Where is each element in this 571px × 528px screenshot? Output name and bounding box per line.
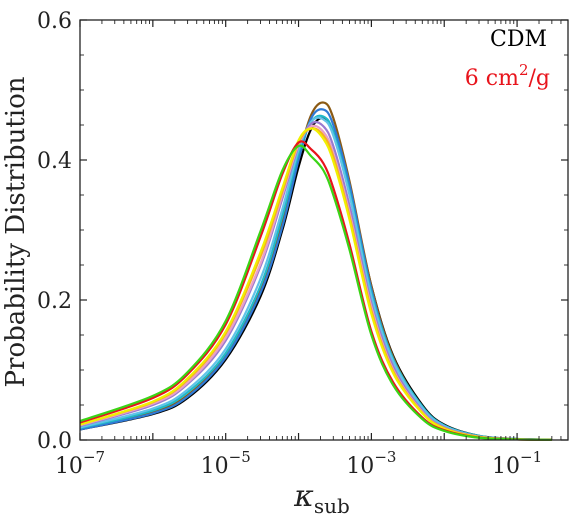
series-line-9: [79, 127, 552, 441]
series-line-11: [79, 144, 552, 441]
x-tick-label-base: 10: [55, 454, 83, 479]
series-line-10: [79, 140, 552, 441]
legend-entry-cdm: CDM: [490, 27, 547, 52]
legend-entry-6cm2g-main: 6 cm: [465, 66, 519, 91]
x-tick-label-base: 10: [201, 454, 229, 479]
series-line-8: [79, 127, 552, 441]
legend: CDM 6 cm2/g: [465, 27, 550, 91]
series-line-5: [79, 116, 552, 441]
y-axis-label: Probability Distribution: [1, 76, 31, 387]
x-tick-label: 10−5: [201, 448, 251, 479]
x-tick-label-exp: −1: [520, 448, 542, 466]
x-tick-label: 10−7: [55, 448, 105, 479]
series-line-1: [79, 116, 552, 441]
y-tick-label: 0.6: [37, 9, 72, 34]
x-tick-label-exp: −3: [374, 448, 396, 466]
x-tick-label: 10−1: [492, 448, 542, 479]
ticks: [79, 19, 569, 441]
legend-entry-6cm2g-suffix: /g: [529, 66, 551, 91]
plot-lines: [79, 101, 552, 441]
x-tick-label-exp: −7: [83, 448, 105, 466]
x-tick-label-base: 10: [492, 454, 520, 479]
tick-labels: 10−7 10−5 10−3 10−10.00.20.40.6: [37, 9, 542, 479]
x-axis-label: κsub: [293, 479, 350, 518]
x-axis-label-sub: sub: [314, 494, 350, 518]
legend-entry-6cm2g: 6 cm2/g: [465, 61, 550, 91]
series-line-7: [79, 124, 552, 441]
series-line-6: [79, 120, 552, 441]
legend-entry-6cm2g-sup: 2: [519, 61, 529, 79]
x-axis-label-main: κ: [293, 479, 314, 514]
y-tick-label: 0.0: [37, 429, 72, 454]
x-tick-label-exp: −5: [229, 448, 251, 466]
series-line-4: [79, 114, 552, 441]
x-tick-label: 10−3: [346, 448, 396, 479]
y-tick-label: 0.2: [37, 289, 72, 314]
series-line-3: [79, 108, 552, 441]
x-tick-label-base: 10: [346, 454, 374, 479]
y-tick-label: 0.4: [37, 149, 72, 174]
